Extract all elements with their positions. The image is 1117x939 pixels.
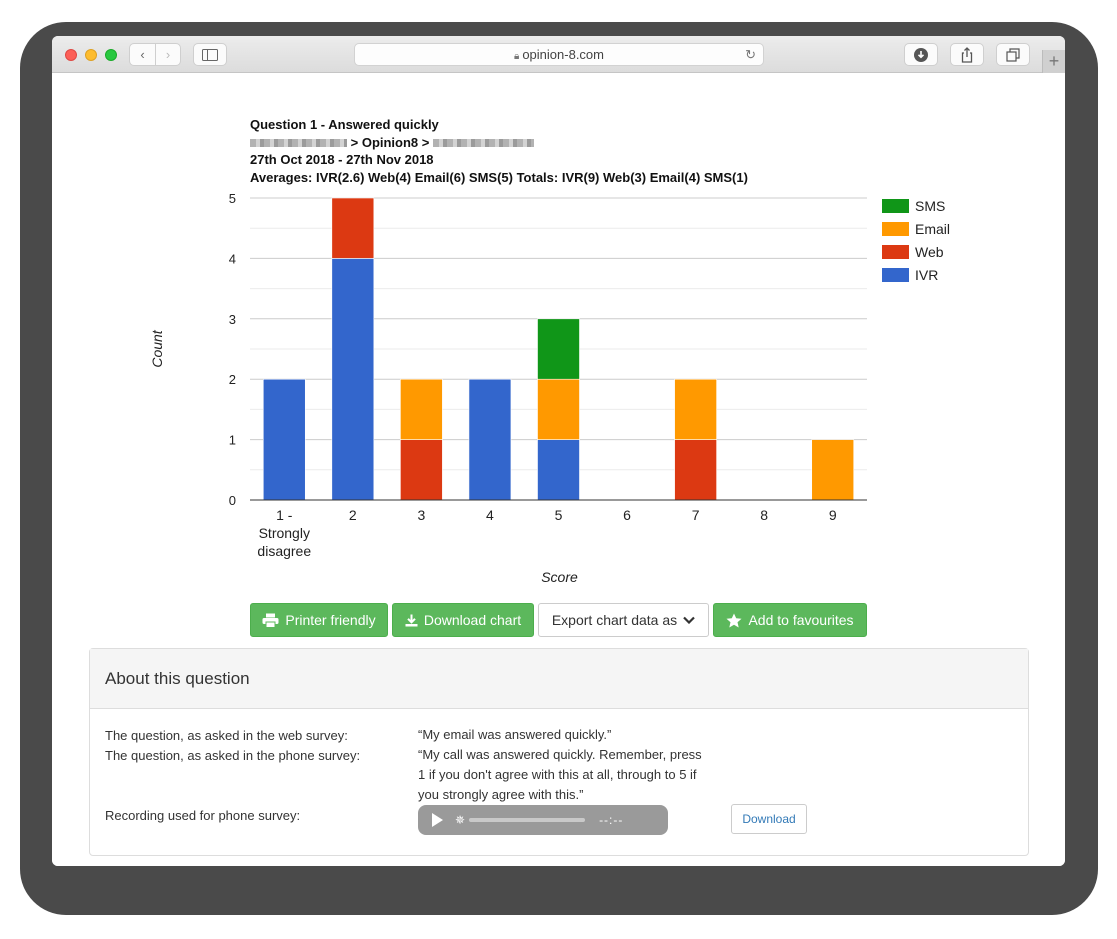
download-icon (405, 614, 418, 626)
bar-segment (537, 439, 580, 501)
sidebar-toggle-button[interactable] (193, 43, 227, 66)
download-recording-button[interactable]: Download (731, 804, 807, 834)
audio-seek-bar[interactable] (469, 818, 586, 822)
bar-segment (331, 197, 375, 259)
new-tab-button[interactable]: + (1042, 50, 1065, 73)
close-window-button[interactable] (65, 49, 77, 61)
printer-icon (262, 613, 279, 628)
bar-segment (400, 439, 443, 501)
panel-heading: About this question (90, 649, 1028, 709)
legend-swatch (882, 268, 909, 282)
y-tick-label: 3 (229, 312, 236, 327)
chevron-down-icon (683, 616, 695, 624)
legend-label: Email (915, 221, 950, 237)
legend-swatch (882, 245, 909, 259)
redacted-text (433, 139, 534, 148)
plus-icon: + (1048, 51, 1060, 71)
legend-label: Web (915, 244, 944, 260)
x-tick-label: 9 (829, 507, 837, 523)
back-button[interactable]: ‹ (130, 44, 155, 65)
bar-segment (537, 378, 580, 440)
legend-swatch (882, 222, 909, 236)
x-tick-label: 5 (555, 507, 563, 523)
reload-icon[interactable]: ↻ (745, 47, 756, 62)
chart-summary: Averages: IVR(2.6) Web(4) Email(6) SMS(5… (250, 169, 748, 185)
tab-overview-button[interactable] (996, 43, 1030, 66)
downloads-button[interactable] (904, 43, 938, 66)
legend-label: SMS (915, 198, 945, 214)
legend-label: IVR (915, 267, 938, 283)
x-tick-label: 8 (760, 507, 768, 523)
recording-label: Recording used for phone survey: (105, 808, 301, 823)
bar-segment (400, 378, 443, 440)
browser-window: ‹ › 🔒︎ opinion-8.com ↻ + Question 1 - Ans… (52, 36, 1065, 866)
download-icon (914, 47, 928, 62)
phone-question-label: The question, as asked in the phone surv… (105, 748, 361, 763)
url-text: opinion-8.com (522, 47, 604, 62)
bar-segment (811, 439, 855, 501)
x-axis-title: Score (541, 569, 578, 585)
address-bar[interactable]: 🔒︎ opinion-8.com ↻ (354, 43, 764, 66)
tabs-icon (1006, 47, 1020, 62)
y-tick-label: 4 (229, 251, 236, 266)
bar-segment (331, 258, 375, 501)
legend-swatch (882, 199, 909, 213)
bar-segment (537, 318, 580, 380)
y-tick-label: 2 (229, 372, 236, 387)
forward-button[interactable]: › (154, 44, 180, 65)
x-tick-label: 4 (486, 507, 494, 523)
lock-icon: 🔒︎ (514, 51, 520, 62)
x-tick-label: 1 -Strongly disagree (257, 507, 311, 559)
zoom-window-button[interactable] (105, 49, 117, 61)
x-tick-label: 2 (349, 507, 357, 523)
about-question-panel: About this question The question, as ask… (89, 648, 1029, 856)
x-tick-label: 3 (417, 507, 425, 523)
chart-header: Question 1 - Answered quickly > Opinion8… (250, 116, 748, 186)
web-question-text: “My email was answered quickly.” (418, 727, 612, 742)
history-nav: ‹ › (129, 43, 181, 66)
y-tick-label: 5 (229, 191, 236, 206)
add-to-favourites-label: Add to favourites (748, 612, 854, 628)
x-tick-label: 6 (623, 507, 631, 523)
download-chart-label: Download chart (423, 612, 522, 628)
y-axis-title: Count (149, 329, 165, 367)
x-tick-label: 7 (692, 507, 700, 523)
share-button[interactable] (950, 43, 984, 66)
chart-bars (262, 197, 855, 501)
bar-segment (674, 439, 717, 501)
y-tick-label: 0 (229, 493, 236, 508)
printer-friendly-label: Printer friendly (285, 612, 376, 628)
breadcrumb: > Opinion8 > (250, 134, 748, 152)
chart-axes: 0 1 2 3 4 5 1 -Strongly disagree 2 3 4 5 6 7 8 9 Score Co… (149, 191, 867, 585)
chevron-right-icon: › (165, 47, 171, 62)
redacted-text (250, 139, 347, 148)
printer-friendly-button[interactable]: Printer friendly (250, 603, 388, 637)
bar-segment (262, 378, 306, 501)
download-chart-button[interactable]: Download chart (392, 603, 534, 637)
audio-player: ✵ --:-- (418, 805, 668, 835)
chart-title: Question 1 - Answered quickly (250, 117, 439, 132)
export-chart-data-label: Export chart data as (551, 612, 678, 628)
play-icon[interactable] (432, 813, 443, 827)
bar-segment (468, 378, 512, 501)
share-icon (961, 46, 973, 63)
add-to-favourites-button[interactable]: Add to favourites (713, 603, 867, 637)
star-icon (726, 613, 742, 627)
page-content: Question 1 - Answered quickly > Opinion8… (52, 73, 1065, 866)
browser-toolbar: ‹ › 🔒︎ opinion-8.com ↻ + (52, 36, 1065, 73)
minimize-window-button[interactable] (85, 49, 97, 61)
phone-question-text: “My call was answered quickly. Remember,… (418, 747, 702, 802)
loading-spinner-icon: ✵ (455, 813, 466, 827)
web-question-label: The question, as asked in the web survey… (105, 728, 348, 743)
date-range: 27th Oct 2018 - 27th Nov 2018 (250, 152, 434, 167)
bar-segment (674, 378, 717, 440)
y-tick-label: 1 (229, 433, 236, 448)
export-chart-data-dropdown[interactable]: Export chart data as (538, 603, 709, 637)
chevron-left-icon: ‹ (140, 47, 145, 62)
breadcrumb-middle: > Opinion8 > (350, 134, 430, 150)
bar-chart: 0 1 2 3 4 5 1 -Strongly disagree 2 3 4 5 6 7 8 9 Score Co… (149, 191, 950, 585)
chart-legend: SMS Email Web IVR (882, 198, 950, 283)
sidebar-icon (202, 48, 218, 61)
audio-time: --:-- (599, 813, 624, 827)
